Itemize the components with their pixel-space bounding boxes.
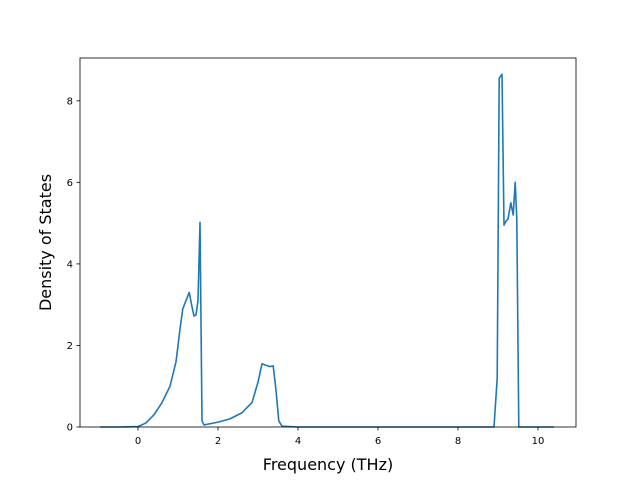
x-tick-label: 8 <box>455 436 461 447</box>
x-tick-label: 6 <box>375 436 381 447</box>
x-axis-ticks: 0 2 4 6 8 10 <box>135 427 545 447</box>
y-tick-label: 6 <box>67 178 73 189</box>
plot-area <box>100 73 554 428</box>
x-tick-label: 4 <box>295 436 301 447</box>
x-tick-label: 2 <box>215 436 221 447</box>
y-axis-ticks: 0 2 4 6 8 <box>67 96 80 434</box>
y-tick-label: 8 <box>67 96 73 107</box>
x-tick-label: 0 <box>135 436 141 447</box>
plot-frame <box>79 57 577 428</box>
series-line-0 <box>100 73 554 428</box>
y-tick-label: 0 <box>67 423 73 434</box>
x-axis-label: Frequency (THz) <box>263 455 393 474</box>
y-axis-label: Density of States <box>36 174 55 311</box>
y-tick-label: 2 <box>67 341 73 352</box>
y-tick-label: 4 <box>67 259 73 270</box>
x-tick-label: 10 <box>532 436 545 447</box>
